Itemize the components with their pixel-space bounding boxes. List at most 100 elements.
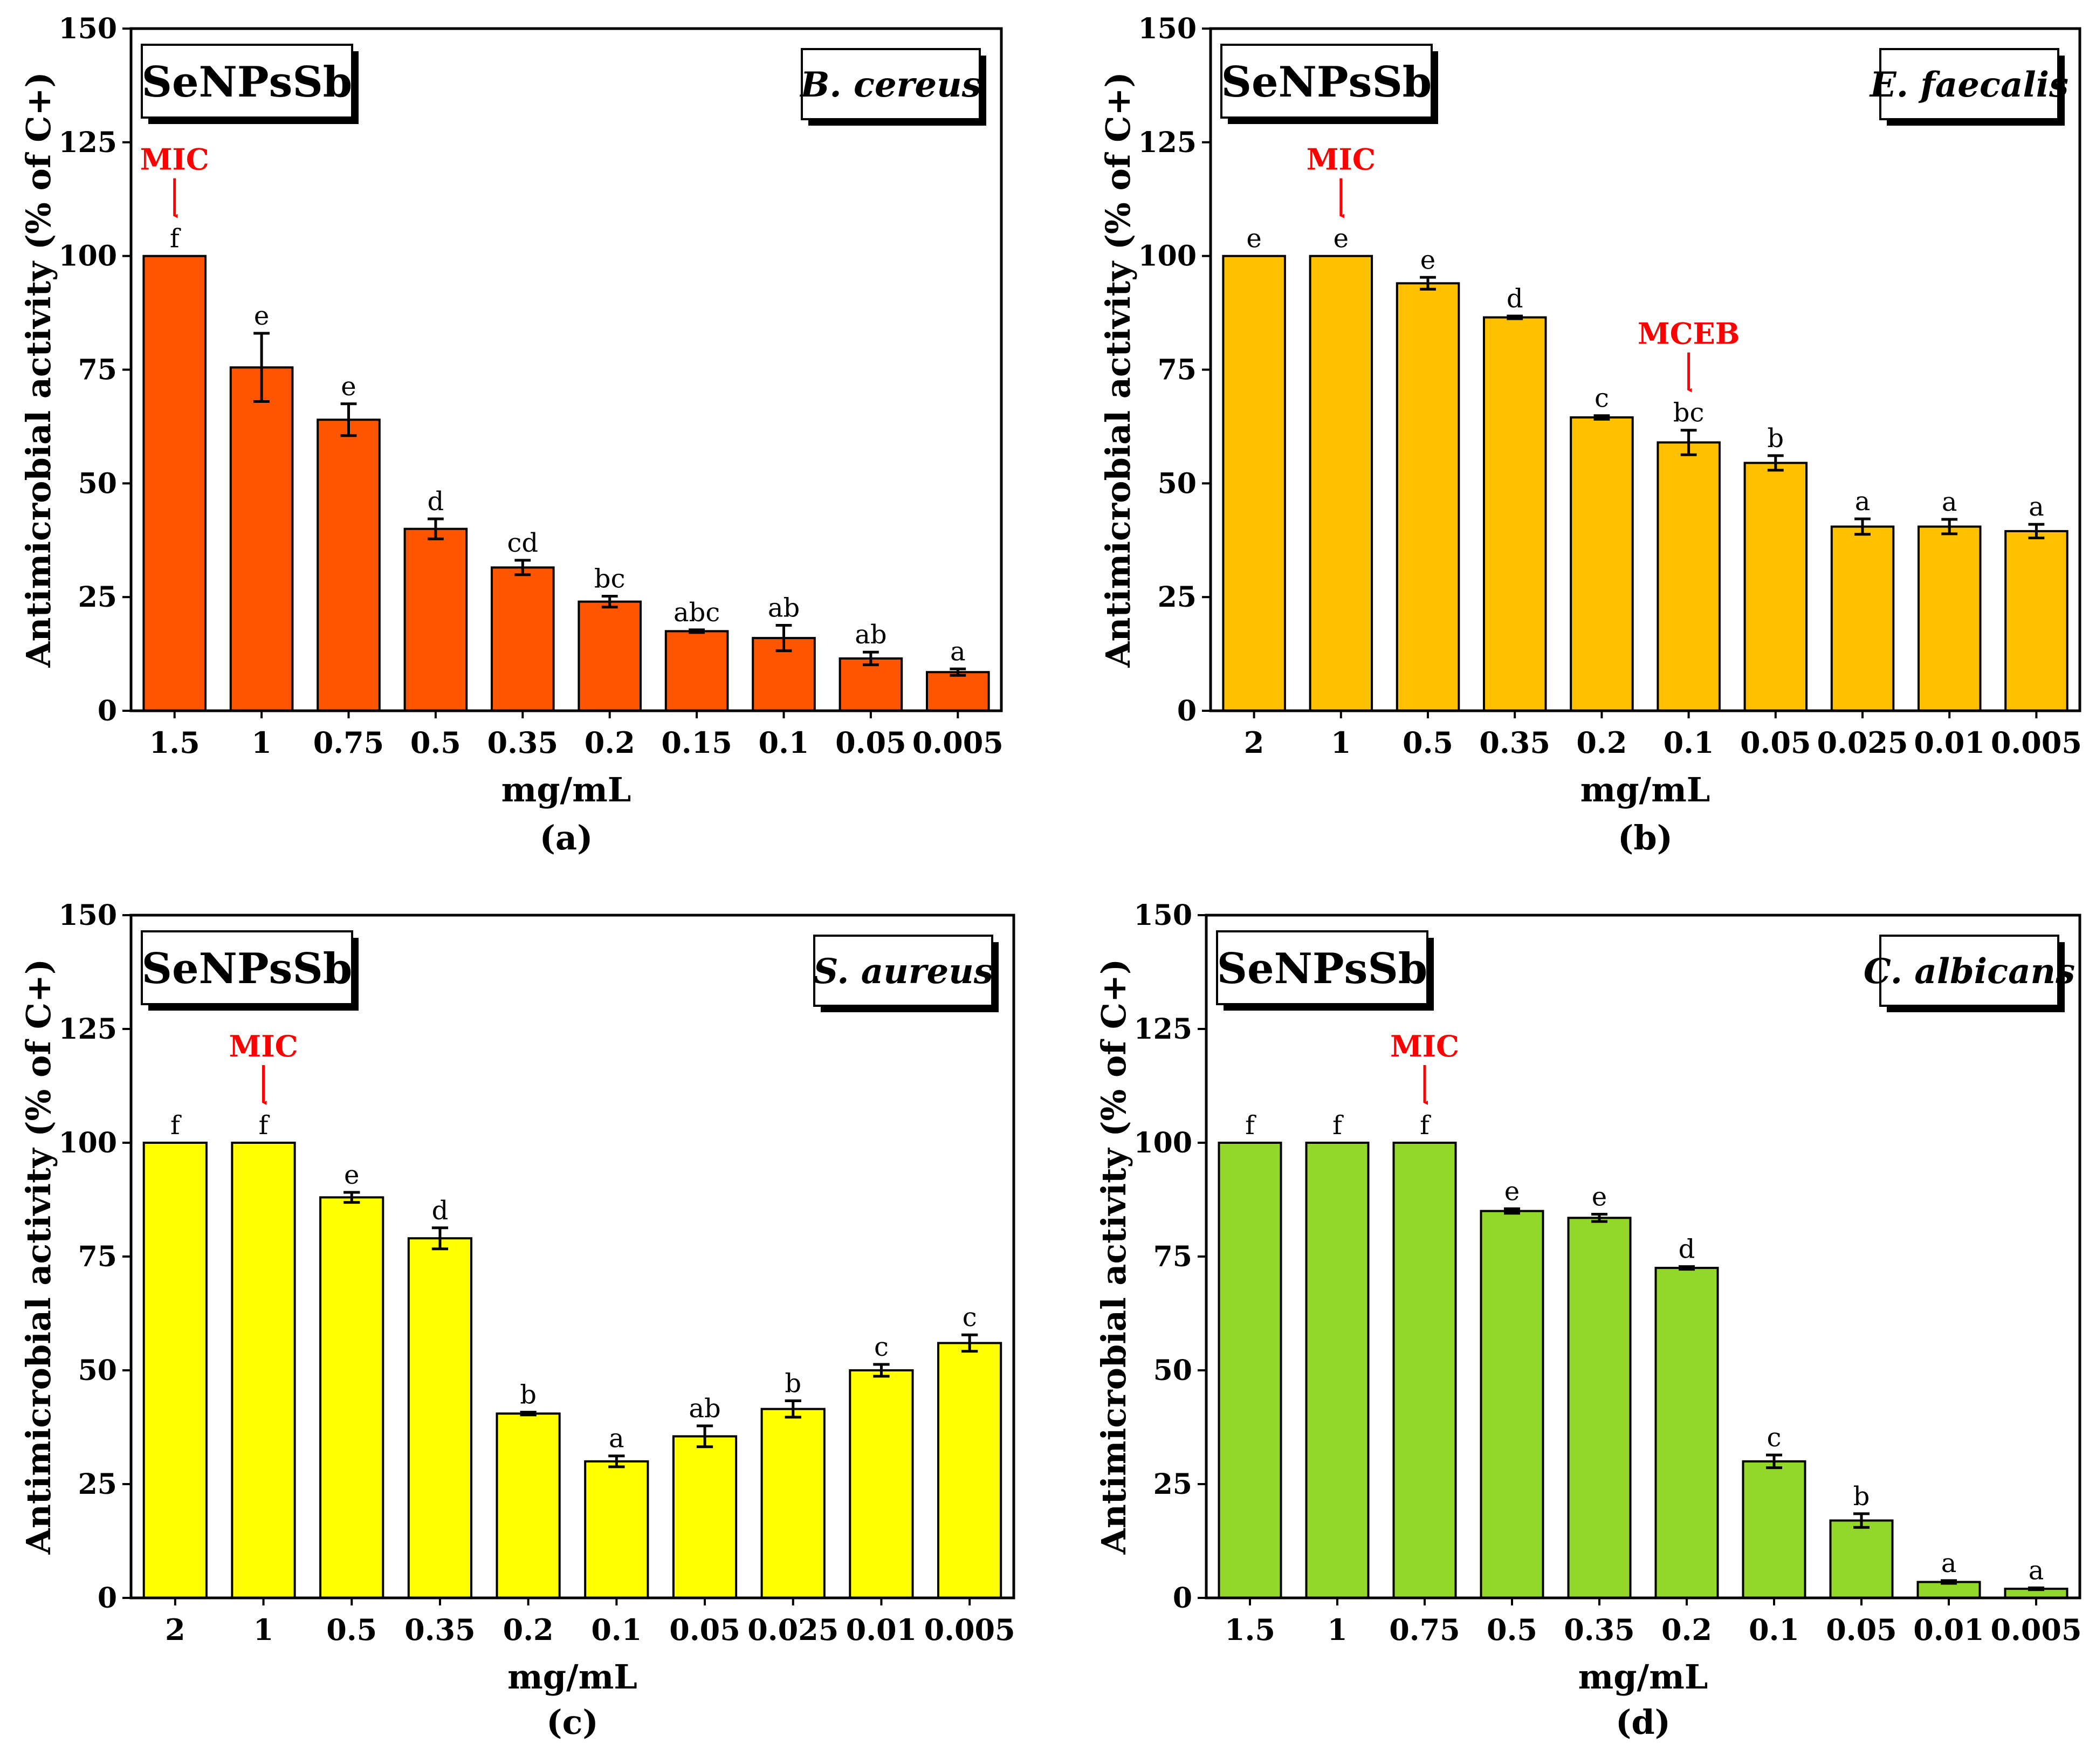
sample-label: SeNPsSb — [142, 944, 353, 993]
bar — [231, 1142, 296, 1599]
error-bar — [785, 1399, 801, 1419]
significance-letter: d — [428, 486, 444, 517]
bar — [319, 1196, 384, 1600]
y-tick-label: 25 — [78, 1468, 117, 1501]
y-tick-label: 0 — [1177, 695, 1197, 727]
bar — [1654, 1267, 1719, 1600]
y-tick-label: 25 — [1153, 1468, 1192, 1501]
error-bar — [428, 517, 444, 540]
sample-label: SeNPsSb — [1221, 58, 1432, 107]
x-tick-label: 2 — [1244, 725, 1265, 760]
significance-letter: c — [1767, 1423, 1782, 1453]
x-tick-label: 0.01 — [846, 1612, 917, 1647]
significance-letter: f — [170, 224, 181, 254]
x-tick-label: 1 — [1331, 725, 1351, 760]
bar — [1743, 462, 1808, 712]
y-tick-label: 100 — [58, 1127, 117, 1159]
error-bar — [775, 624, 792, 653]
annotation-label: MIC — [229, 1029, 298, 1063]
x-tick-label: 0.01 — [1913, 1612, 1984, 1647]
bar — [407, 1237, 472, 1599]
sample-label-box — [1216, 930, 1428, 1005]
error-bar — [253, 332, 270, 403]
y-tick-label: 150 — [1133, 899, 1192, 932]
significance-letter: e — [1420, 245, 1435, 275]
x-tick-label: 0.05 — [669, 1612, 740, 1647]
significance-letter: f — [1245, 1110, 1256, 1141]
error-bar — [863, 650, 879, 667]
significance-letter: c — [963, 1302, 977, 1333]
significance-letter: cd — [507, 528, 538, 558]
x-tick-label: 0.75 — [1389, 1612, 1460, 1647]
x-tick-label: 0.005 — [924, 1612, 1015, 1647]
x-tick-label: 0.05 — [1740, 725, 1811, 760]
significance-letter: e — [254, 301, 269, 331]
bar — [1567, 1217, 1632, 1600]
annotation-label: MCEB — [1638, 317, 1740, 351]
y-tick-label: 25 — [1158, 581, 1197, 614]
significance-letter: b — [1853, 1481, 1870, 1512]
y-axis-label: Antimicrobial activity (% of C+) — [1098, 72, 1138, 668]
significance-letter: b — [785, 1369, 801, 1399]
sample-label-box — [141, 930, 353, 1005]
error-bar — [1591, 1213, 1607, 1223]
bar — [1657, 441, 1721, 712]
significance-letter: e — [1334, 224, 1349, 254]
annotation-label: MIC — [1307, 142, 1376, 177]
significance-letter: f — [170, 1110, 182, 1141]
x-tick-label: 0.35 — [1479, 725, 1550, 760]
significance-letter: c — [874, 1332, 889, 1362]
y-tick-label: 125 — [58, 126, 117, 159]
y-tick-label: 75 — [78, 1240, 117, 1273]
x-tick-label: 0.15 — [661, 725, 732, 760]
sample-label: SeNPsSb — [1217, 944, 1428, 993]
significance-letter: ab — [689, 1394, 720, 1424]
error-bar — [431, 1226, 449, 1251]
x-tick-label: 0.35 — [404, 1612, 476, 1647]
x-tick-label: 2 — [165, 1612, 185, 1647]
y-tick-label: 75 — [1153, 1240, 1192, 1273]
error-bar — [1853, 1512, 1870, 1529]
bar — [1742, 1460, 1806, 1600]
annotation-label: MIC — [140, 142, 209, 177]
x-tick-label: 1.5 — [149, 725, 200, 760]
chart-panel-d: f 1.5 f 1 f 0.75 e 0.5 e 0.35 d 0.2 c 0.1 b 0.05 a 0.01 a 0… — [1094, 899, 2082, 1742]
significance-letter: a — [1855, 486, 1871, 517]
organism-label-box — [1879, 48, 2059, 120]
x-tick-label: 0.2 — [585, 725, 635, 760]
error-bar — [1767, 454, 1784, 472]
error-bar — [601, 595, 618, 609]
x-tick-label: 0.2 — [1661, 1612, 1712, 1647]
error-bar — [1593, 414, 1610, 421]
bar — [849, 1369, 914, 1599]
significance-letter: a — [2029, 492, 2044, 522]
chart-panel-c: f 2 f 1 e 0.5 d 0.35 b 0.2 a 0.1 ab 0.05 b 0.025 c 0.01 c 0… — [19, 899, 1015, 1742]
chart-panel-a: f 1.5 e 1 e 0.75 d 0.5 cd 0.35 bc 0.2 abc 0.15 ab 0.1 ab… — [19, 12, 1004, 857]
x-tick-label: 0.1 — [591, 1612, 642, 1647]
significance-letter: ab — [768, 593, 800, 623]
organism-label: S. aureus — [813, 951, 993, 992]
significance-letter: a — [609, 1424, 624, 1454]
x-tick-label: 0.1 — [1664, 725, 1714, 760]
significance-letter: d — [432, 1196, 449, 1226]
error-bar — [1680, 429, 1697, 456]
bar — [403, 527, 468, 712]
x-tick-label: 0.5 — [1403, 725, 1453, 760]
y-tick-label: 125 — [1138, 126, 1197, 159]
x-tick-label: 1 — [1327, 1612, 1348, 1647]
x-tick-label: 0.01 — [1914, 725, 1985, 760]
error-bar — [961, 1333, 978, 1353]
x-axis-label: mg/mL — [1578, 1657, 1708, 1697]
sample-label-box — [141, 44, 353, 119]
bar — [491, 566, 555, 712]
x-tick-label: 0.5 — [410, 725, 461, 760]
y-tick-label: 100 — [58, 240, 117, 273]
significance-letter: e — [344, 1160, 359, 1190]
organism-label-box — [813, 935, 993, 1007]
error-bar — [950, 667, 966, 677]
significance-letter: a — [950, 636, 966, 667]
y-tick-label: 50 — [1158, 467, 1197, 500]
y-tick-label: 0 — [98, 695, 117, 727]
